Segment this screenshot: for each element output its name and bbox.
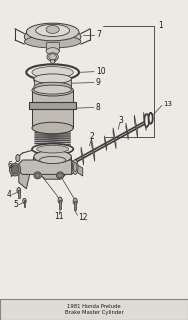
Bar: [46, 42, 59, 51]
Polygon shape: [113, 128, 116, 149]
Ellipse shape: [11, 165, 19, 174]
Ellipse shape: [50, 60, 55, 63]
Ellipse shape: [17, 188, 21, 193]
Bar: [18, 190, 20, 198]
Polygon shape: [144, 112, 146, 131]
Text: 12: 12: [78, 213, 88, 222]
Text: 7: 7: [96, 30, 101, 39]
Polygon shape: [19, 157, 71, 189]
Ellipse shape: [144, 114, 149, 127]
Text: 6: 6: [7, 161, 12, 170]
Ellipse shape: [32, 84, 73, 96]
Ellipse shape: [24, 35, 81, 48]
Text: 1981 Honda Prelude
Brake Master Cylinder: 1981 Honda Prelude Brake Master Cylinder: [65, 304, 123, 315]
Polygon shape: [134, 115, 138, 138]
Ellipse shape: [74, 162, 77, 172]
Ellipse shape: [34, 74, 71, 84]
Bar: [74, 201, 76, 210]
Ellipse shape: [58, 197, 62, 204]
Polygon shape: [19, 160, 75, 174]
Ellipse shape: [26, 23, 79, 41]
Ellipse shape: [49, 54, 56, 60]
Polygon shape: [91, 139, 95, 162]
Polygon shape: [71, 160, 83, 176]
Text: 4: 4: [7, 190, 12, 199]
Text: 11: 11: [55, 212, 64, 221]
Ellipse shape: [34, 85, 71, 94]
Ellipse shape: [32, 67, 73, 78]
Text: 10: 10: [96, 67, 105, 76]
Ellipse shape: [26, 64, 79, 80]
Ellipse shape: [32, 122, 73, 134]
Ellipse shape: [34, 150, 71, 163]
Ellipse shape: [9, 163, 21, 176]
Bar: [29, 102, 76, 109]
Ellipse shape: [34, 74, 71, 86]
Text: 9: 9: [96, 78, 101, 87]
Ellipse shape: [39, 156, 66, 164]
Bar: [50, 56, 55, 61]
Text: 5: 5: [14, 200, 18, 209]
Bar: [24, 200, 25, 207]
Bar: [34, 79, 71, 87]
Ellipse shape: [72, 160, 78, 174]
Bar: [32, 90, 73, 128]
Ellipse shape: [58, 173, 63, 178]
Ellipse shape: [37, 145, 69, 153]
Bar: [59, 200, 61, 209]
Polygon shape: [11, 164, 19, 177]
Ellipse shape: [73, 198, 77, 204]
Ellipse shape: [47, 53, 58, 61]
Ellipse shape: [23, 198, 26, 204]
Ellipse shape: [35, 173, 40, 178]
Polygon shape: [105, 136, 107, 151]
Ellipse shape: [24, 27, 81, 47]
Text: 1: 1: [158, 21, 163, 30]
Text: 3: 3: [118, 116, 123, 125]
Ellipse shape: [34, 172, 41, 179]
Ellipse shape: [56, 172, 64, 179]
Ellipse shape: [46, 48, 59, 55]
Ellipse shape: [149, 113, 153, 124]
Ellipse shape: [32, 144, 73, 155]
Ellipse shape: [16, 155, 20, 162]
Ellipse shape: [34, 82, 71, 92]
Ellipse shape: [46, 26, 59, 34]
Text: 13: 13: [163, 101, 172, 107]
Polygon shape: [126, 123, 128, 140]
Polygon shape: [81, 147, 84, 165]
Text: 8: 8: [96, 103, 101, 112]
Text: 2: 2: [90, 132, 95, 141]
Ellipse shape: [36, 24, 70, 36]
Bar: [0, 299, 188, 320]
